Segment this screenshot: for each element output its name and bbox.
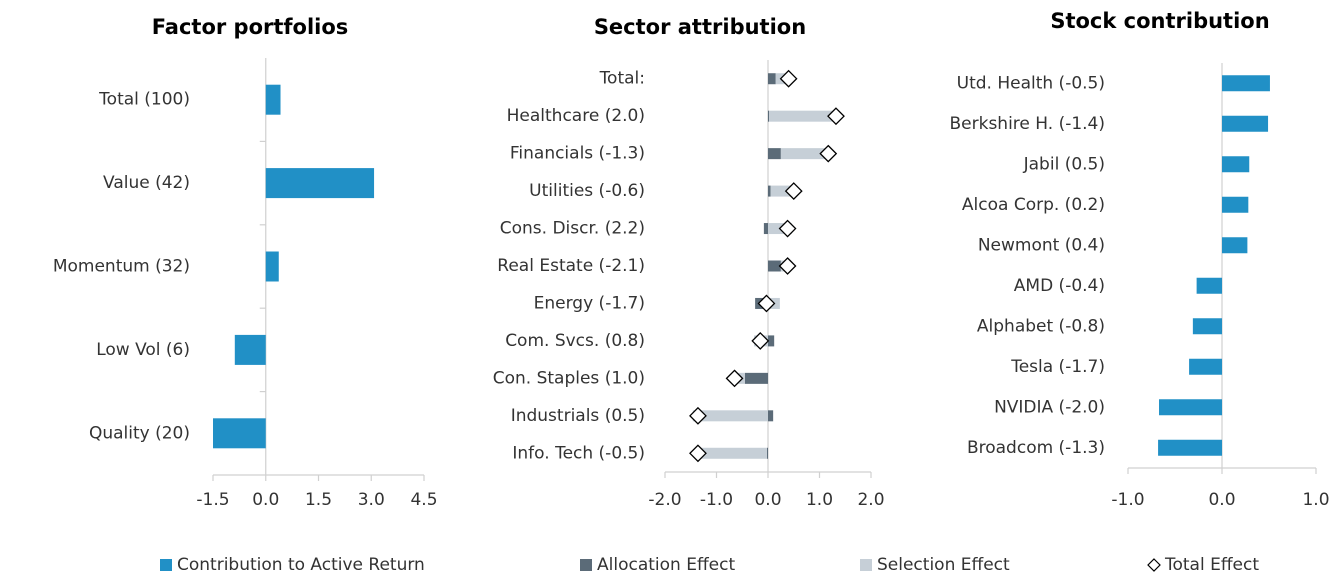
chart: Factor portfolios -1.5 0.0 1.5 3.0 4.5 Total (… [53, 15, 438, 510]
bar [766, 447, 768, 459]
legend-label: Selection Effect [877, 555, 1010, 574]
category-label: Utilities (-0.6) [529, 181, 645, 201]
category-label: Berkshire H. (-1.4) [949, 114, 1105, 134]
bar [213, 418, 266, 449]
category-label: Tesla (-1.7) [1010, 357, 1105, 377]
category-label: Energy (-1.7) [534, 293, 645, 313]
x-tick-label: 4.5 [410, 490, 437, 510]
category-label: Cons. Discr. (2.2) [500, 219, 645, 239]
total-marker [751, 331, 770, 350]
total-marker [689, 406, 707, 425]
x-tick-label: 0.0 [252, 490, 279, 510]
x-tick-label: -1.5 [196, 490, 229, 510]
bar [1196, 277, 1222, 294]
category-label: Quality (20) [89, 423, 190, 443]
chart: Stock contribution -1.0 0.0 1.0 Utd. Health … [949, 9, 1329, 510]
legend-label: Total Effect [1164, 555, 1259, 574]
bar [768, 335, 775, 347]
bar [768, 110, 770, 122]
bar [768, 185, 771, 197]
x-tick-label: -1.0 [1111, 490, 1144, 510]
x-tick-label: -2.0 [648, 490, 681, 510]
x-tick-label: 1.0 [806, 490, 833, 510]
category-label: Con. Staples (1.0) [493, 368, 645, 388]
bar [768, 148, 781, 160]
category-label: Value (42) [103, 173, 190, 193]
legend-label: Allocation Effect [597, 555, 735, 574]
category-label: Healthcare (2.0) [507, 106, 645, 126]
category-label: NVIDIA (-2.0) [994, 397, 1105, 417]
bar [768, 73, 776, 85]
legend-symbol [860, 559, 872, 571]
bar [769, 110, 836, 122]
bar [1192, 318, 1222, 335]
bar [265, 84, 281, 115]
category-label: Alphabet (-0.8) [977, 316, 1105, 336]
category-label: Momentum (32) [53, 257, 190, 277]
total-marker [689, 444, 707, 463]
total-marker [725, 369, 744, 388]
category-label: Low Vol (6) [96, 340, 190, 360]
bar [1158, 439, 1222, 456]
bar [1159, 399, 1222, 416]
category-label: Jabil (0.5) [1023, 154, 1105, 174]
total-marker [778, 219, 797, 238]
chart: Sector attribution -2.0 -1.0 0.0 1.0 2.0 Total… [493, 15, 885, 510]
category-label: Financials (-1.3) [510, 144, 645, 164]
x-tick-label: 3.0 [358, 490, 385, 510]
total-marker [757, 294, 776, 313]
category-label: Info. Tech (-0.5) [512, 443, 645, 463]
bar [744, 372, 768, 384]
bar [692, 410, 768, 422]
bar [1222, 75, 1270, 92]
bar [1222, 237, 1248, 254]
bar [763, 223, 768, 235]
x-tick-label: 0.0 [1208, 490, 1235, 510]
legend-symbol [160, 559, 172, 571]
x-tick-label: 0.0 [754, 490, 781, 510]
bar [234, 334, 266, 365]
chart-title: Sector attribution [594, 15, 806, 39]
bar [768, 410, 774, 422]
x-tick-label: 1.0 [1302, 490, 1329, 510]
x-tick-label: -1.0 [700, 490, 733, 510]
category-label: Broadcom (-1.3) [967, 438, 1105, 458]
category-label: Com. Svcs. (0.8) [505, 331, 645, 351]
total-marker [779, 69, 798, 88]
category-label: Alcoa Corp. (0.2) [962, 195, 1105, 215]
chart-title: Factor portfolios [152, 15, 349, 39]
legend-label: Contribution to Active Return [177, 555, 425, 574]
legend-symbol [580, 559, 592, 571]
total-marker [784, 182, 803, 201]
total-marker [778, 257, 797, 275]
chart-title: Stock contribution [1050, 9, 1269, 33]
category-label: Real Estate (-2.1) [497, 256, 645, 276]
category-label: AMD (-0.4) [1014, 276, 1105, 296]
bar [770, 185, 794, 197]
bar [697, 447, 767, 459]
bar [265, 168, 375, 199]
category-label: Total (100) [98, 90, 190, 110]
bar [780, 148, 828, 160]
category-label: Industrials (0.5) [511, 406, 645, 426]
bar [1189, 358, 1222, 375]
bar [1222, 115, 1269, 132]
bar [265, 251, 279, 282]
legend-symbol [1147, 558, 1161, 572]
x-tick-label: 2.0 [857, 490, 884, 510]
bar [768, 260, 781, 272]
total-marker [819, 144, 838, 163]
bar [1222, 156, 1250, 173]
bar [1222, 196, 1249, 213]
x-tick-label: 1.5 [305, 490, 332, 510]
category-label: Newmont (0.4) [978, 235, 1105, 255]
category-label: Utd. Health (-0.5) [957, 73, 1105, 93]
total-marker [827, 107, 845, 126]
category-label: Total: [599, 69, 645, 89]
